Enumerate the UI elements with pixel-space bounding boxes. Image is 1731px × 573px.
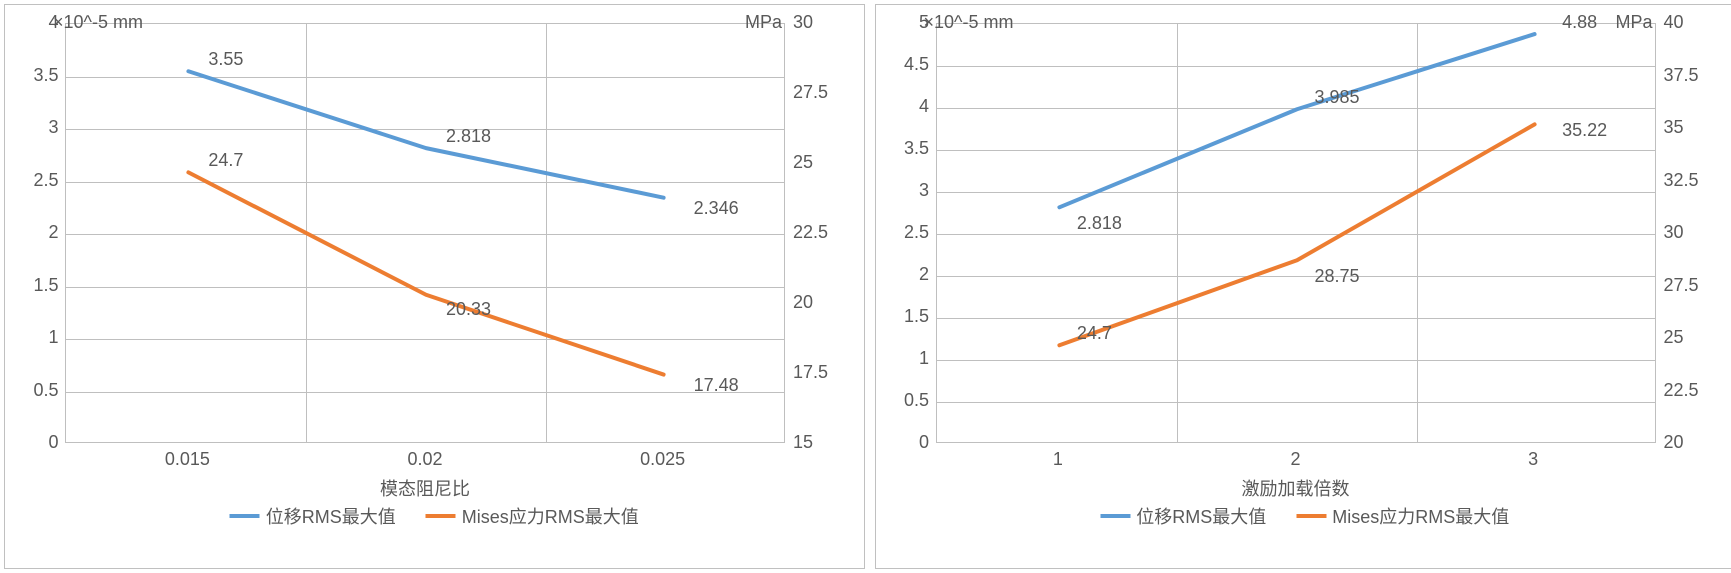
legend-label: 位移RMS最大值 <box>266 503 396 529</box>
y-right-tick-label: 25 <box>793 152 813 173</box>
y-left-tick-label: 1.5 <box>904 306 929 327</box>
y-right-tick-label: 27.5 <box>793 82 828 103</box>
y-left-tick-label: 3.5 <box>33 65 58 86</box>
y-right-tick-label: 27.5 <box>1664 275 1699 296</box>
x-axis-title: 模态阻尼比 <box>380 475 470 501</box>
x-axis-title: 激励加载倍数 <box>1242 475 1350 501</box>
y-left-tick-label: 2 <box>48 222 58 243</box>
legend-item: 位移RMS最大值 <box>230 503 396 529</box>
legend-item: Mises应力RMS最大值 <box>1296 503 1509 529</box>
y-left-tick-label: 4 <box>919 96 929 117</box>
series-line <box>1059 34 1534 207</box>
plot-area: 2.8183.9854.8824.728.7535.22 <box>936 23 1656 443</box>
legend-swatch <box>426 514 456 518</box>
data-label: 17.48 <box>694 375 739 396</box>
data-label: 4.88 <box>1562 12 1597 33</box>
chart-panel-right: 2.8183.9854.8824.728.7535.2200.511.522.5… <box>875 4 1731 569</box>
y-right-unit: MPa <box>1616 12 1653 33</box>
y-right-tick-label: 37.5 <box>1664 65 1699 86</box>
y-left-tick-label: 0.5 <box>33 380 58 401</box>
series-line <box>188 172 663 374</box>
y-left-tick-label: 2.5 <box>904 222 929 243</box>
legend-label: 位移RMS最大值 <box>1136 503 1266 529</box>
data-label: 24.7 <box>208 150 243 171</box>
y-right-tick-label: 17.5 <box>793 362 828 383</box>
y-left-tick-label: 2.5 <box>33 170 58 191</box>
data-label: 2.818 <box>1077 213 1122 234</box>
legend: 位移RMS最大值 Mises应力RMS最大值 <box>230 503 639 529</box>
data-label: 28.75 <box>1315 266 1360 287</box>
y-right-tick-label: 22.5 <box>793 222 828 243</box>
y-right-tick-label: 20 <box>793 292 813 313</box>
charts-container: 3.552.8182.34624.720.3317.4800.511.522.5… <box>4 4 1731 569</box>
y-right-tick-label: 40 <box>1664 12 1684 33</box>
series-line <box>1059 124 1534 345</box>
data-label: 2.818 <box>446 126 491 147</box>
x-tick-label: 2 <box>1290 449 1300 470</box>
y-left-tick-label: 3.5 <box>904 138 929 159</box>
y-left-tick-label: 4.5 <box>904 54 929 75</box>
y-left-tick-label: 0.5 <box>904 390 929 411</box>
legend-item: 位移RMS最大值 <box>1100 503 1266 529</box>
data-label: 3.985 <box>1315 87 1360 108</box>
x-tick-label: 3 <box>1528 449 1538 470</box>
y-right-tick-label: 15 <box>793 432 813 453</box>
legend-label: Mises应力RMS最大值 <box>1332 503 1509 529</box>
y-right-tick-label: 25 <box>1664 327 1684 348</box>
y-right-tick-label: 22.5 <box>1664 380 1699 401</box>
y-left-tick-label: 0 <box>919 432 929 453</box>
legend-item: Mises应力RMS最大值 <box>426 503 639 529</box>
x-tick-label: 0.02 <box>407 449 442 470</box>
lines-layer <box>66 24 784 442</box>
y-left-tick-label: 1 <box>919 348 929 369</box>
series-line <box>188 71 663 197</box>
y-right-tick-label: 32.5 <box>1664 170 1699 191</box>
data-label: 35.22 <box>1562 120 1607 141</box>
y-left-tick-label: 1 <box>48 327 58 348</box>
y-left-tick-label: 1.5 <box>33 275 58 296</box>
y-left-tick-label: 0 <box>48 432 58 453</box>
data-label: 2.346 <box>694 198 739 219</box>
y-left-unit: ×10^-5 mm <box>53 12 143 33</box>
chart-panel-left: 3.552.8182.34624.720.3317.4800.511.522.5… <box>4 4 865 569</box>
x-tick-label: 1 <box>1053 449 1063 470</box>
data-label: 3.55 <box>208 49 243 70</box>
legend-swatch <box>230 514 260 518</box>
y-right-tick-label: 30 <box>793 12 813 33</box>
y-right-tick-label: 20 <box>1664 432 1684 453</box>
data-label: 24.7 <box>1077 323 1112 344</box>
legend-label: Mises应力RMS最大值 <box>462 503 639 529</box>
x-tick-label: 0.025 <box>640 449 685 470</box>
legend: 位移RMS最大值 Mises应力RMS最大值 <box>1100 503 1509 529</box>
y-right-tick-label: 30 <box>1664 222 1684 243</box>
y-left-tick-label: 3 <box>919 180 929 201</box>
y-right-tick-label: 35 <box>1664 117 1684 138</box>
y-left-tick-label: 3 <box>48 117 58 138</box>
y-right-unit: MPa <box>745 12 782 33</box>
y-left-tick-label: 2 <box>919 264 929 285</box>
plot-area: 3.55 2.818 2.346 24.7 20.33 17.48 <box>65 23 785 443</box>
y-left-unit: ×10^-5 mm <box>924 12 1014 33</box>
legend-swatch <box>1296 514 1326 518</box>
x-tick-label: 0.015 <box>165 449 210 470</box>
legend-swatch <box>1100 514 1130 518</box>
data-label: 20.33 <box>446 299 491 320</box>
lines-layer <box>937 24 1655 442</box>
